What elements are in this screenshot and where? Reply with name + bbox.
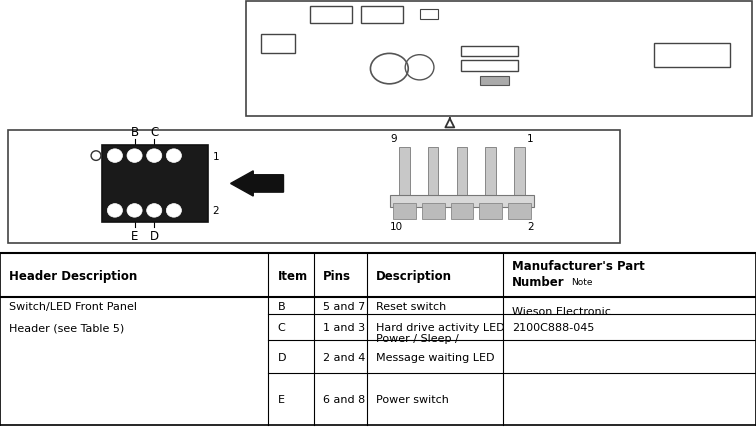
FancyArrow shape	[231, 171, 284, 197]
Bar	[451, 203, 473, 220]
Ellipse shape	[166, 149, 181, 163]
Ellipse shape	[127, 149, 142, 163]
Ellipse shape	[127, 204, 142, 218]
Text: Pins: Pins	[323, 269, 351, 282]
Text: C: C	[277, 323, 285, 332]
Text: E: E	[131, 229, 138, 242]
Bar	[361, 7, 403, 24]
Bar	[457, 148, 467, 195]
Bar	[485, 148, 496, 195]
Bar	[420, 10, 438, 20]
Bar	[8, 130, 620, 243]
Ellipse shape	[166, 204, 181, 218]
Bar	[654, 44, 730, 68]
Text: Reset switch: Reset switch	[376, 301, 446, 311]
Text: 10: 10	[390, 222, 403, 232]
Bar	[479, 203, 502, 220]
Bar	[480, 77, 509, 85]
Ellipse shape	[147, 149, 162, 163]
Text: Description: Description	[376, 269, 452, 282]
Text: Number: Number	[512, 276, 565, 289]
Text: 1: 1	[212, 151, 219, 161]
Text: D: D	[150, 229, 159, 242]
Ellipse shape	[107, 149, 122, 163]
Text: Hard drive activity LED: Hard drive activity LED	[376, 323, 504, 332]
Bar	[428, 148, 438, 195]
Bar	[310, 7, 352, 24]
Text: 1: 1	[527, 133, 534, 143]
Text: 2100C888-045: 2100C888-045	[512, 322, 594, 332]
Text: Manufacturer's Part: Manufacturer's Part	[512, 260, 645, 273]
Text: B: B	[131, 126, 138, 139]
Text: B: B	[277, 301, 285, 311]
Bar	[508, 203, 531, 220]
Text: Header Description: Header Description	[9, 269, 138, 282]
Bar	[393, 203, 416, 220]
Bar	[422, 203, 445, 220]
Text: 5 and 7: 5 and 7	[323, 301, 365, 311]
Bar	[461, 46, 518, 57]
Bar	[399, 148, 410, 195]
Bar	[102, 145, 208, 223]
Bar	[390, 195, 534, 207]
Bar	[461, 61, 518, 72]
Text: C: C	[150, 126, 158, 139]
Ellipse shape	[147, 204, 162, 218]
Text: Wieson Electronic: Wieson Electronic	[512, 306, 611, 316]
Bar	[261, 35, 295, 54]
Text: Message waiting LED: Message waiting LED	[376, 352, 494, 362]
Text: E: E	[277, 395, 284, 404]
Text: 1 and 3: 1 and 3	[323, 323, 365, 332]
Text: Switch/LED Front Panel: Switch/LED Front Panel	[9, 301, 137, 311]
Ellipse shape	[107, 204, 122, 218]
Text: 2 and 4: 2 and 4	[323, 352, 365, 362]
Text: 2: 2	[527, 222, 534, 232]
Text: 9: 9	[390, 133, 397, 143]
Text: D: D	[277, 352, 286, 362]
Bar	[514, 148, 525, 195]
Text: Item: Item	[277, 269, 308, 282]
Text: Power switch: Power switch	[376, 395, 448, 404]
Text: Note: Note	[572, 278, 593, 286]
Text: Power / Sleep /: Power / Sleep /	[376, 333, 458, 343]
Text: 2: 2	[212, 206, 219, 216]
Text: 6 and 8: 6 and 8	[323, 395, 365, 404]
Text: Header (see Table 5): Header (see Table 5)	[9, 323, 124, 332]
Bar	[246, 2, 752, 117]
